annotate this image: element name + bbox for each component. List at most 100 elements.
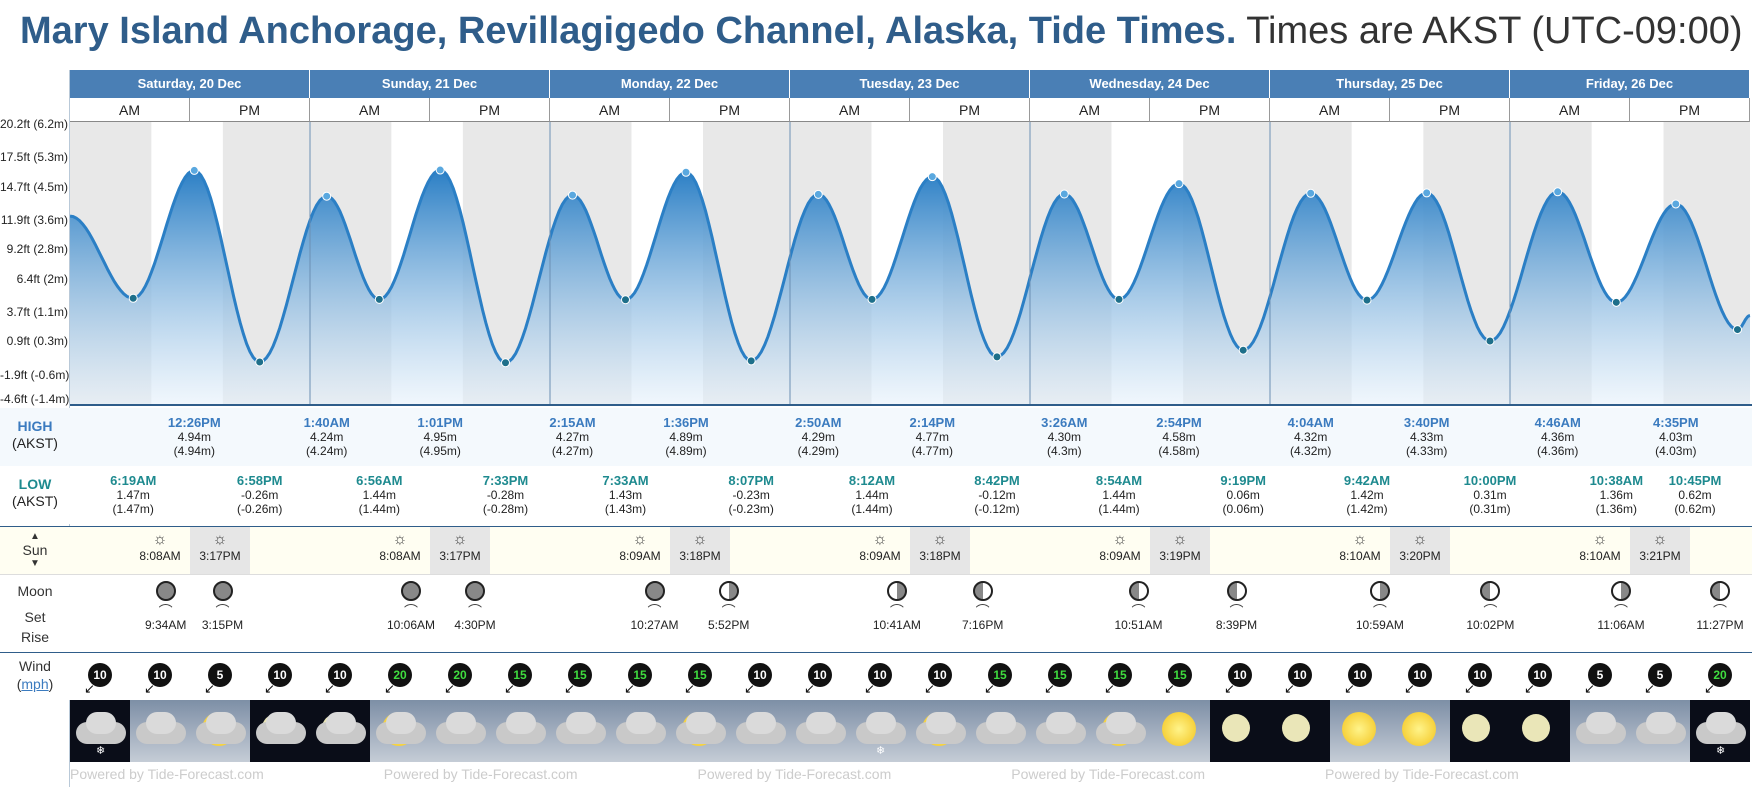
- wind-speed: 10 ↙: [730, 663, 790, 696]
- tide-point: [813, 189, 823, 199]
- y-tick-label: 14.7ft (4.5m): [0, 179, 69, 194]
- sunset-shade: [1630, 527, 1690, 575]
- moon-icon: [1270, 700, 1330, 762]
- wind-direction-icon: ↙: [624, 681, 635, 696]
- moon-set-icon: ⌒: [404, 603, 418, 619]
- sunset-time: ☼ 3:18PM: [910, 531, 970, 563]
- tide-point: [1553, 187, 1563, 197]
- cloud-icon: [1630, 700, 1690, 762]
- tide-point: [927, 172, 937, 182]
- moon-cloud-icon: [250, 700, 310, 762]
- tide-chart-svg: [69, 122, 1752, 406]
- tide-point: [1362, 295, 1372, 305]
- low-tide-entry: 10:38AM 1.36m (1.36m): [1589, 473, 1644, 517]
- sunrise-icon: ☼: [1112, 531, 1128, 548]
- day-header: Sunday, 21 Dec: [310, 70, 550, 98]
- moon-icon: [1450, 700, 1510, 762]
- wind-speed: 5 ↙: [1630, 663, 1690, 696]
- wind-speed: 10 ↙: [1510, 663, 1570, 696]
- moon-rise-icon: ⌒: [975, 603, 990, 619]
- moon-phase-icon: [718, 581, 739, 601]
- tide-point: [568, 190, 577, 200]
- moon-label: Moon: [17, 583, 53, 599]
- sunset-shade: [910, 527, 970, 575]
- tide-chart: [69, 122, 1752, 406]
- wind-speed: 15 ↙: [970, 663, 1030, 696]
- sun-cloud-icon: [910, 700, 970, 762]
- wind-direction-icon: ↙: [864, 681, 875, 696]
- night-cloud-snow-icon: ❄: [1690, 700, 1750, 762]
- tide-point: [1238, 345, 1248, 355]
- moon-set-entry: ⌒ 10:06AM: [379, 581, 443, 632]
- moon-phase-icon: [886, 581, 907, 601]
- high-label: HIGH (AKST): [12, 418, 58, 451]
- y-tick-label: -4.6ft (-1.4m): [0, 392, 70, 406]
- night-cloud-snow-icon: ❄: [70, 700, 130, 762]
- sunset-time: ☼ 3:20PM: [1390, 531, 1450, 563]
- high-tide-entry: 2:54PM 4.58m (4.58m): [1156, 415, 1202, 459]
- wind-direction-icon: ↙: [1224, 681, 1235, 696]
- sunrise-time: ☼ 8:10AM: [1330, 531, 1390, 563]
- moon-phase-icon: [1128, 581, 1149, 601]
- cloud-icon: [970, 700, 1030, 762]
- wind-speed: 10 ↙: [1390, 663, 1450, 696]
- moon-set-icon: ⌒: [889, 603, 904, 619]
- moon-set-icon: ⌒: [1372, 603, 1387, 619]
- moon-rise-label: Rise: [20, 629, 49, 645]
- cloud-icon: [430, 700, 490, 762]
- tide-point: [189, 165, 199, 175]
- moon-cloud-icon: [310, 700, 370, 762]
- weather-row: ❄ ❄ ❄: [0, 700, 1752, 762]
- low-tide-entry: 6:19AM 1.47m (1.47m): [110, 473, 157, 517]
- high-tide-entry: 4:35PM 4.03m (4.03m): [1653, 415, 1699, 459]
- wind-direction-icon: ↙: [444, 681, 455, 696]
- wind-direction-icon: ↙: [1704, 681, 1715, 696]
- tide-point: [1422, 188, 1432, 198]
- sun-down-arrow-icon: ▼: [30, 558, 40, 569]
- low-tide-entry: 10:45PM 0.62m (0.62m): [1668, 473, 1722, 517]
- sunset-icon: ☼: [1172, 531, 1188, 548]
- low-label: LOW (AKST): [12, 476, 58, 509]
- wind-speed: 15 ↙: [1090, 663, 1150, 696]
- wind-direction-icon: ↙: [1584, 681, 1595, 696]
- wind-direction-icon: ↙: [144, 681, 155, 696]
- wind-speed: 10 ↙: [1210, 663, 1270, 696]
- y-tick-label: 6.4ft (2m): [16, 271, 68, 286]
- high-tide-entry: 1:01PM 4.95m (4.95m): [417, 415, 463, 459]
- pm-label: PM: [430, 98, 550, 122]
- tide-point: [1059, 189, 1069, 199]
- moon-phase-icon: [1480, 581, 1501, 601]
- wind-direction-icon: ↙: [804, 681, 815, 696]
- sunrise-time: ☼ 8:09AM: [1090, 531, 1150, 563]
- wind-unit-link[interactable]: mph: [21, 676, 49, 692]
- low-tide-entry: 7:33AM 1.43m (1.43m): [602, 473, 649, 517]
- moon-rise-entry: ⌒ 10:02PM: [1458, 581, 1522, 632]
- wind-direction-icon: ↙: [684, 681, 695, 696]
- sunset-icon: ☼: [1412, 531, 1428, 548]
- wind-direction-icon: ↙: [1644, 681, 1655, 696]
- sun-label: ▲ Sun ▼: [0, 531, 70, 569]
- sunset-shade: [430, 527, 490, 575]
- sunset-time: ☼ 3:17PM: [430, 531, 490, 563]
- wind-speed: 20 ↙: [430, 663, 490, 696]
- tide-point: [992, 352, 1002, 362]
- wind-direction-icon: ↙: [384, 681, 395, 696]
- low-tide-entry: 7:33PM -0.28m (-0.28m): [482, 473, 529, 517]
- wind-direction-icon: ↙: [564, 681, 575, 696]
- moon-phase-icon: [644, 581, 665, 601]
- sunrise-icon: ☼: [392, 531, 408, 548]
- sunrise-icon: ☼: [632, 531, 648, 548]
- low-tide-entry: 8:54AM 1.44m (1.44m): [1095, 473, 1143, 517]
- cloud-icon: [610, 700, 670, 762]
- cloud-snow-icon: ❄: [850, 700, 910, 762]
- wind-speed: 15 ↙: [550, 663, 610, 696]
- moon-rise-icon: ⌒: [215, 603, 230, 619]
- high-tide-entry: 3:40PM 4.33m (4.33m): [1403, 415, 1450, 459]
- sunrise-time: ☼ 8:09AM: [850, 531, 910, 563]
- wind-direction-icon: ↙: [744, 681, 755, 696]
- wind-direction-icon: ↙: [984, 681, 995, 696]
- cloud-icon: [550, 700, 610, 762]
- day-header: Saturday, 20 Dec: [70, 70, 310, 98]
- y-tick-label: 0.9ft (0.3m): [6, 334, 68, 349]
- moon-rise-icon: ⌒: [721, 603, 736, 619]
